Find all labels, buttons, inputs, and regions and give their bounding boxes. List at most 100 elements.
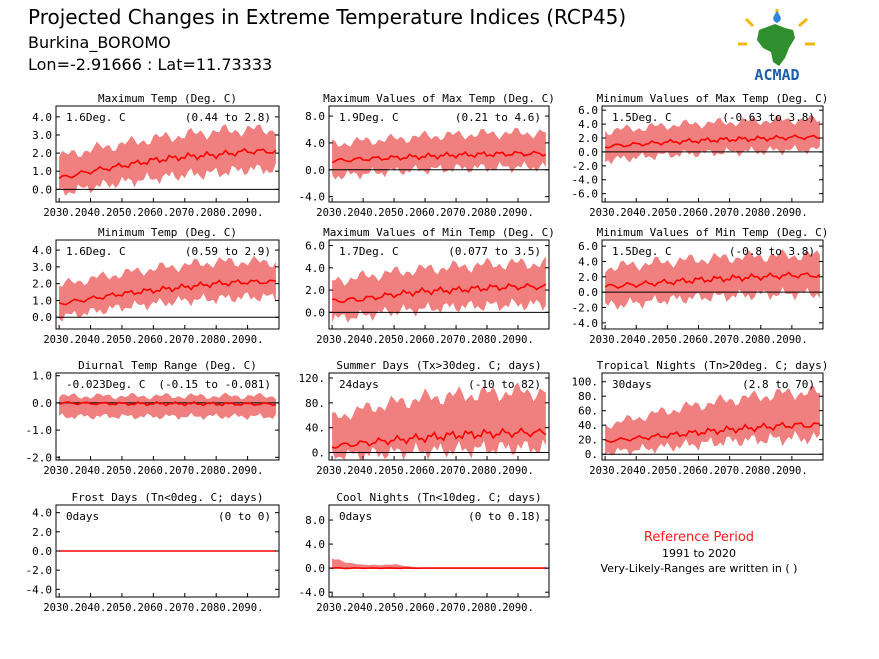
sun-rays	[738, 9, 815, 46]
y-tick-label: -1.0	[26, 424, 53, 437]
x-tick-label: 2030.	[43, 465, 75, 477]
panel-title: Diurnal Temp Range (Deg. C)	[78, 359, 257, 372]
location-coordinates: Lon=-2.91666 : Lat=11.73333	[28, 55, 273, 74]
x-tick-label: 2080.	[745, 207, 777, 219]
likely-range: (0.59 to 2.9)	[185, 245, 271, 258]
median-line	[332, 282, 547, 304]
x-tick-label: 2070.	[169, 207, 201, 219]
x-tick-label: 2090.	[776, 207, 808, 219]
x-tick-label: 2090.	[502, 465, 534, 477]
y-tick-label: 60.	[578, 405, 598, 418]
median-line	[604, 134, 821, 149]
x-tick-label: 2060.	[409, 207, 441, 219]
x-tick-label: 2070.	[169, 334, 201, 346]
range-band	[332, 382, 546, 460]
y-tick-label: 4.0	[32, 244, 52, 257]
acmad-logo-text: ACMAD	[754, 66, 799, 83]
y-tick-label: -2.0	[26, 451, 53, 464]
likely-range: (2.8 to 70)	[742, 378, 815, 391]
x-tick-label: 2060.	[683, 465, 715, 477]
x-tick-label: 2090.	[232, 334, 264, 346]
reference-period-title: Reference Period	[643, 530, 755, 545]
change-value: 1.7Deg. C	[339, 245, 399, 258]
y-tick-label: 4.0	[305, 137, 325, 150]
x-tick-label: 2070.	[169, 602, 201, 614]
x-tick-label: 2030.	[43, 334, 75, 346]
y-tick-label: 100.	[572, 376, 599, 389]
y-tick-label: 0.0	[578, 146, 598, 159]
y-tick-label: 0.0	[305, 306, 325, 319]
x-tick-label: 2060.	[409, 334, 441, 346]
x-tick-label: 2030.	[43, 207, 75, 219]
range-band	[59, 392, 276, 420]
likely-range: (-0.15 to -0.081)	[158, 378, 271, 391]
y-tick-label: 0.0	[32, 311, 52, 324]
median-line	[331, 567, 546, 570]
reference-period: Reference Period 1991 to 2020 Very-Likel…	[596, 530, 802, 575]
likely-range: (0.44 to 2.8)	[185, 111, 271, 124]
x-tick-label: 2090.	[502, 207, 534, 219]
x-tick-label: 2050.	[106, 207, 138, 219]
x-tick-label: 2080.	[471, 334, 503, 346]
x-tick-label: 2080.	[471, 602, 503, 614]
y-tick-label: 0.0	[32, 397, 52, 410]
plot-frame	[601, 105, 824, 203]
likely-range: (-0.8 to 3.8)	[729, 245, 815, 258]
y-tick-label: 2.0	[32, 278, 52, 291]
panel-title: Maximum Values of Max Temp (Deg. C)	[323, 92, 555, 105]
x-tick-label: 2060.	[138, 465, 170, 477]
y-tick-label: 0.	[585, 448, 598, 461]
y-tick-label: 1.0	[32, 294, 52, 307]
x-tick-label: 2030.	[316, 207, 348, 219]
range-band	[59, 124, 276, 196]
likely-range: (0 to 0)	[218, 510, 271, 523]
x-tick-label: 2080.	[200, 602, 232, 614]
likely-range: (0 to 0.18)	[468, 510, 541, 523]
plot-frame	[601, 372, 824, 461]
y-tick-label: -2.0	[572, 302, 599, 315]
x-tick-label: 2060.	[409, 602, 441, 614]
x-tick-label: 2060.	[138, 334, 170, 346]
y-tick-label: -4.0	[572, 317, 599, 330]
x-tick-label: 2080.	[471, 207, 503, 219]
x-tick-label: 2080.	[745, 334, 777, 346]
x-tick-label: 2090.	[776, 334, 808, 346]
x-tick-label: 2080.	[200, 207, 232, 219]
y-tick-label: 8.0	[305, 110, 325, 123]
x-tick-label: 2040.	[75, 207, 107, 219]
y-tick-label: 0.0	[32, 545, 52, 558]
x-tick-label: 2040.	[620, 334, 652, 346]
x-tick-label: 2040.	[347, 207, 379, 219]
plot-frame	[55, 372, 280, 461]
x-tick-label: 2040.	[347, 602, 379, 614]
x-tick-label: 2090.	[232, 465, 264, 477]
change-value: 1.5Deg. C	[612, 111, 672, 124]
y-tick-label: 1.0	[32, 165, 52, 178]
x-tick-label: 2040.	[620, 207, 652, 219]
y-tick-label: 4.0	[578, 255, 598, 268]
y-tick-label: 80.	[578, 390, 598, 403]
y-tick-label: 3.0	[32, 129, 52, 142]
change-value: 1.5Deg. C	[612, 245, 672, 258]
likely-range: (0.21 to 4.6)	[455, 111, 541, 124]
change-value: -0.023Deg. C	[66, 378, 145, 391]
median-line	[58, 279, 277, 306]
y-tick-label: -4.0	[299, 191, 326, 204]
x-tick-label: 2030.	[589, 334, 621, 346]
x-tick-label: 2060.	[138, 207, 170, 219]
x-tick-label: 2090.	[502, 334, 534, 346]
chart-panel-min-temp: 0.0 1.0 2.0 3.0 4.0 2030. 2040. 2050. 2060. 2070.…	[32, 226, 280, 346]
range-band	[332, 127, 546, 180]
y-tick-label: 4.0	[578, 118, 598, 131]
x-tick-label: 2040.	[347, 465, 379, 477]
x-tick-label: 2050.	[652, 465, 684, 477]
y-tick-label: 2.0	[305, 284, 325, 297]
y-tick-label: -2.0	[26, 564, 53, 577]
x-tick-label: 2050.	[378, 334, 410, 346]
chart-panel-tropical-nights: 0.20.40.60.80.100.2030. 2040. 2050. 2060. 20…	[572, 359, 829, 477]
x-tick-label: 2030.	[316, 465, 348, 477]
